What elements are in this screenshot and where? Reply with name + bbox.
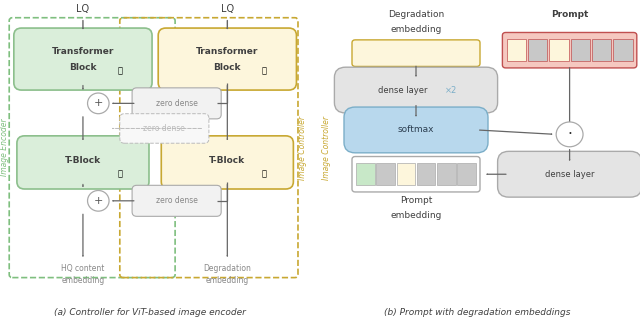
Text: dense layer: dense layer [545,170,595,179]
FancyBboxPatch shape [458,163,476,186]
Circle shape [556,122,583,147]
Text: Degradation: Degradation [204,264,252,273]
FancyBboxPatch shape [14,28,152,90]
FancyBboxPatch shape [356,163,374,186]
FancyBboxPatch shape [528,39,547,61]
FancyBboxPatch shape [592,39,611,61]
Text: HQ content: HQ content [61,264,104,273]
FancyBboxPatch shape [549,39,569,61]
Text: Image Controller: Image Controller [322,116,331,180]
Text: Block: Block [214,63,241,72]
Text: Prompt: Prompt [551,10,588,19]
Text: ·: · [567,127,572,142]
FancyBboxPatch shape [344,107,488,153]
Text: embedding: embedding [390,211,442,220]
Text: embedding: embedding [390,25,442,34]
FancyBboxPatch shape [397,163,415,186]
Text: embedding: embedding [61,276,104,285]
Text: softmax: softmax [397,126,435,134]
FancyBboxPatch shape [352,157,480,192]
FancyBboxPatch shape [161,136,293,189]
Circle shape [88,190,109,211]
FancyBboxPatch shape [571,39,590,61]
Text: zero dense: zero dense [143,124,186,133]
Text: Block: Block [69,63,97,72]
Text: T-Block: T-Block [209,156,245,165]
Text: +: + [93,98,103,108]
Text: Transformer: Transformer [196,47,259,56]
Circle shape [88,93,109,114]
FancyBboxPatch shape [158,28,296,90]
FancyBboxPatch shape [120,114,209,143]
FancyBboxPatch shape [502,32,637,68]
Text: (b) Prompt with degradation embeddings: (b) Prompt with degradation embeddings [383,308,570,317]
Text: zero dense: zero dense [156,196,198,205]
Text: +: + [93,196,103,206]
Text: Image Encoder: Image Encoder [0,119,9,177]
Text: 🔓: 🔓 [262,170,267,179]
FancyBboxPatch shape [352,40,480,66]
Text: Prompt: Prompt [400,196,432,205]
FancyBboxPatch shape [498,152,640,197]
Text: (a) Controller for ViT-based image encoder: (a) Controller for ViT-based image encod… [54,308,246,317]
Text: dense layer: dense layer [378,86,428,95]
FancyBboxPatch shape [437,163,456,186]
FancyBboxPatch shape [613,39,633,61]
FancyBboxPatch shape [507,39,526,61]
Text: Transformer: Transformer [52,47,114,56]
Text: zero dense: zero dense [156,99,198,108]
Text: embedding: embedding [205,276,249,285]
Text: 🔒: 🔒 [117,66,122,75]
Text: ×2: ×2 [445,86,458,95]
FancyBboxPatch shape [132,88,221,119]
Text: LQ: LQ [76,4,90,14]
Text: LQ: LQ [221,4,234,14]
Text: Degradation: Degradation [388,10,444,19]
FancyBboxPatch shape [417,163,435,186]
Text: Image Controller: Image Controller [298,116,307,180]
Text: 🔓: 🔓 [262,66,267,75]
FancyBboxPatch shape [17,136,149,189]
FancyBboxPatch shape [376,163,395,186]
Text: T-Block: T-Block [65,156,101,165]
FancyBboxPatch shape [132,185,221,216]
Text: 🔒: 🔒 [117,170,122,179]
FancyBboxPatch shape [334,67,498,113]
